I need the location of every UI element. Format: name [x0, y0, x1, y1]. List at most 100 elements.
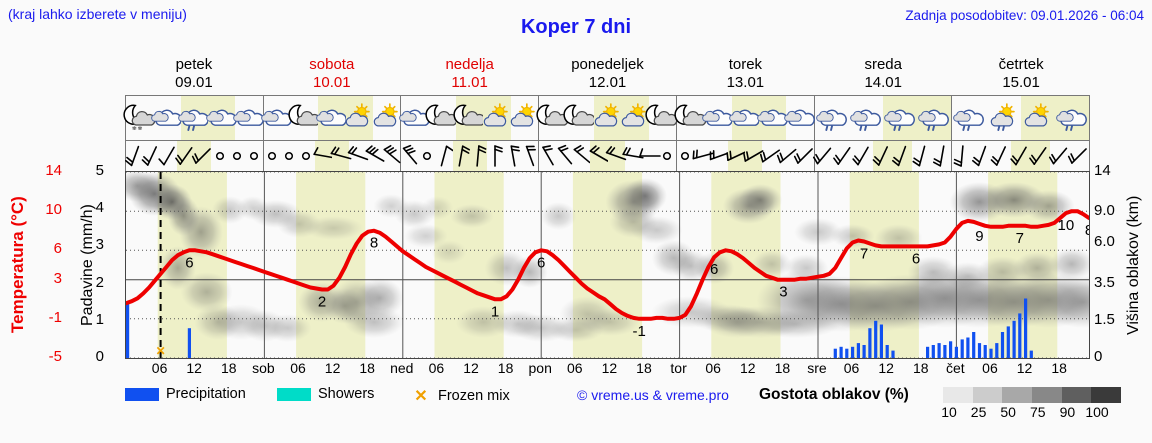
density-tick: 10	[941, 404, 957, 420]
weather-icon-cell	[345, 96, 374, 140]
weather-icon-cell	[1020, 96, 1055, 140]
x-tick-06: 06	[843, 360, 860, 376]
wind-barb-cell	[298, 141, 315, 171]
wind-barb-icon	[312, 146, 335, 159]
moon-cloud-icon	[563, 104, 596, 126]
x-tick-12: 12	[324, 360, 341, 376]
page-header: (kraj lahko izberete v meniju) Koper 7 d…	[0, 0, 1152, 40]
wind-barb-cell	[229, 141, 246, 171]
day-date: 15.01	[1002, 74, 1040, 91]
x-tick-ned: ned	[390, 360, 414, 376]
x-tick-18: 18	[774, 360, 791, 376]
x-tick-18: 18	[359, 360, 375, 376]
x-tick-12: 12	[1016, 360, 1033, 376]
wind-barb-cell	[852, 141, 874, 171]
wind-barb-icon	[793, 148, 813, 164]
day-date: 13.01	[726, 74, 765, 91]
density-tick: 75	[1030, 404, 1046, 420]
temp-label: 6	[185, 254, 193, 271]
frozen-mix-marker: ✕	[156, 344, 166, 358]
wind-barb-cell	[709, 141, 730, 171]
moon-cloud-icon	[645, 104, 678, 126]
wind-barb-cell	[742, 141, 764, 171]
wind-barb-cell	[312, 141, 335, 171]
x-tick-18: 18	[497, 360, 514, 376]
wind-barb-icon	[813, 147, 832, 165]
x-tick-18: 18	[1051, 360, 1067, 376]
wind-barb-icon	[525, 145, 536, 167]
wind-barb-cell	[487, 141, 504, 171]
weather-icon-cell	[123, 96, 156, 140]
wind-barb-icon	[990, 146, 1007, 166]
weather-icon-cell	[233, 96, 264, 140]
precipitation-tick: 1	[95, 310, 104, 328]
wind-barb-icon	[852, 146, 870, 166]
cloud-sun-icon	[621, 103, 646, 127]
sun-cloud-icon	[373, 103, 398, 127]
temp-label: 9	[975, 228, 983, 245]
wind-barb-icon	[742, 150, 764, 162]
wind-barb-icon	[832, 147, 851, 165]
weather-icon-cell	[952, 96, 986, 140]
wind-barb-icon	[215, 151, 225, 161]
temperature-line	[126, 209, 1089, 321]
x-tick-18: 18	[912, 360, 929, 376]
wind-barb-cell	[589, 141, 609, 171]
cloud-sun-icon	[483, 103, 508, 127]
temperature-tick: 6	[53, 240, 62, 258]
weather-icon-cell	[849, 96, 883, 140]
wind-barb-cell	[573, 141, 591, 171]
x-tick-06: 06	[290, 360, 306, 376]
cloud-height-tick: 9.0	[1094, 201, 1115, 219]
wind-barb-icon	[872, 146, 888, 166]
copyright-link[interactable]: © vreme.us & vreme.pro	[577, 387, 729, 403]
icon-day-group-0	[123, 96, 264, 140]
day-header-row: petek 09.01 sobota 10.01 nedelja 11.01 ponedel…	[125, 56, 1090, 94]
cloud-density-scale	[943, 387, 1122, 403]
x-tick-06: 06	[428, 360, 445, 376]
wind-barb-icon	[174, 147, 193, 165]
wind-barb-icon	[912, 145, 926, 167]
wind-barb-cell	[330, 141, 352, 171]
wind-barb-cell	[677, 141, 694, 171]
wind-barb-cell	[124, 141, 143, 171]
wind-barb-cell	[1029, 141, 1050, 171]
wind-barb-icon	[573, 144, 591, 164]
wind-barb-icon	[709, 150, 730, 161]
wind-barb-icon	[285, 151, 294, 161]
temp-label: 10	[1058, 217, 1075, 234]
cloud-density-legend-label: Gostota oblakov (%)	[759, 386, 909, 403]
icon-day-group-2	[399, 96, 540, 140]
density-tick: 100	[1085, 404, 1109, 420]
wind-barb-cell	[932, 141, 952, 171]
weather-icon-cell	[1054, 96, 1090, 140]
temp-label: 2	[318, 294, 326, 311]
moon-cloud-icon	[288, 104, 321, 126]
wind-barb-cell	[872, 141, 893, 171]
weather-icon-cell	[536, 96, 569, 140]
wind-barb-cell	[141, 141, 160, 171]
temperature-tick: -1	[48, 308, 62, 326]
legend-showers-label: Showers	[318, 386, 375, 402]
wind-day-group-1	[264, 141, 402, 171]
wind-barb-icon	[250, 151, 259, 161]
x-tick-06: 06	[566, 360, 583, 376]
day-name: sreda	[864, 56, 902, 73]
day-column-1: sobota 10.01	[263, 56, 401, 94]
temp-label: 6	[537, 254, 545, 271]
day-column-0: petek 09.01	[125, 56, 263, 94]
weather-icon-cell	[729, 96, 761, 140]
x-tick-čet: čet	[946, 360, 965, 376]
day-column-3: ponedeljek 12.01	[539, 56, 677, 94]
cloud-sun-icon	[594, 103, 619, 127]
wind-barb-icon	[494, 145, 504, 167]
cloud-height-tick: 14	[1094, 162, 1111, 179]
cloud-icon	[233, 109, 264, 126]
temperature-axis-title: Temperatura (°C)	[8, 196, 27, 334]
wind-barb-icon	[639, 148, 662, 157]
wind-barb-cell	[990, 141, 1011, 171]
wind-barb-icon	[557, 144, 573, 165]
wind-barb-cell	[692, 141, 713, 171]
wind-barb-cell	[383, 141, 401, 171]
moon-cloud-snow-icon	[123, 104, 156, 131]
